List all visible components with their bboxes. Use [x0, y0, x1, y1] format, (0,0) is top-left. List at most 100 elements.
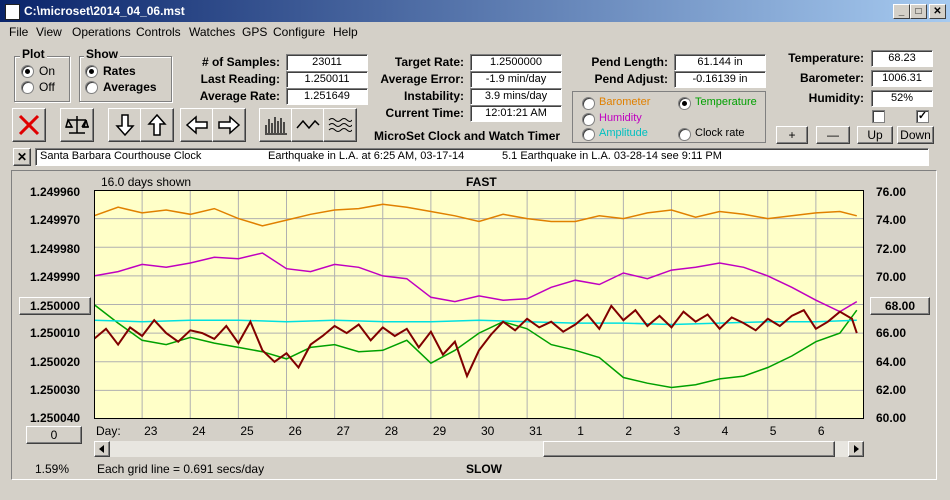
- left-button[interactable]: [180, 108, 214, 142]
- right-axis-center-button[interactable]: 68.00: [870, 297, 930, 315]
- multi-line-view-button[interactable]: [323, 108, 357, 142]
- horizontal-scrollbar[interactable]: [94, 441, 864, 457]
- overlay-temperature-radio[interactable]: [678, 97, 691, 110]
- y-left-tick: 1.250040: [30, 411, 81, 425]
- day-tick-label: 29: [432, 424, 447, 438]
- series-barometer-line: [94, 203, 857, 227]
- menu-file[interactable]: File: [9, 25, 29, 39]
- option-checkbox-2[interactable]: ✓: [916, 110, 929, 123]
- left-axis-center-button[interactable]: 1.250000: [19, 297, 91, 315]
- rate-chart: [94, 190, 864, 419]
- notes-clock-name: Santa Barbara Courthouse Clock: [40, 150, 202, 162]
- line-view-button[interactable]: [291, 108, 325, 142]
- temperature-label: Temperature:: [788, 51, 864, 65]
- overlay-clockrate-radio[interactable]: [678, 128, 691, 141]
- window-title: C:\microset\2014_04_06.mst: [24, 4, 185, 18]
- day-tick-label: 23: [144, 424, 158, 438]
- notes-field[interactable]: Santa Barbara Courthouse Clock Earthquak…: [35, 148, 929, 166]
- series-temperature-line: [94, 303, 858, 389]
- menu-gps[interactable]: GPS: [242, 25, 268, 39]
- pend-length-field: 61.144 in: [674, 54, 766, 71]
- overlay-amplitude-radio[interactable]: [582, 128, 595, 141]
- humidity-label: Humidity:: [808, 91, 864, 105]
- close-button[interactable]: ✕: [929, 4, 946, 19]
- overlay-humidity-radio[interactable]: [582, 113, 595, 126]
- day-tick-label: 2: [625, 424, 633, 438]
- average-rate-label: Average Rate:: [199, 89, 280, 103]
- plot-group: [14, 56, 70, 102]
- plot-on-radio[interactable]: [21, 65, 34, 78]
- day-tick-label: 31: [529, 424, 543, 438]
- bars-view-button[interactable]: [259, 108, 293, 142]
- y-right-tick: 62.00: [876, 383, 907, 397]
- y-right-tick: 74.00: [876, 213, 907, 227]
- plot-off-label: Off: [39, 80, 55, 94]
- chart-panel: [11, 170, 937, 480]
- y-left-tick: 1.249960: [30, 185, 81, 199]
- pend-adjust-field: -0.16139 in: [674, 71, 766, 88]
- scale-down-button[interactable]: Down: [897, 126, 934, 144]
- y-right-tick: 64.00: [876, 355, 907, 369]
- series-amplitude-line: [94, 319, 857, 326]
- y-right-tick: 66.00: [876, 326, 907, 340]
- samples-field: 23011: [286, 54, 368, 71]
- scroll-thumb[interactable]: [543, 441, 835, 457]
- y-right-tick: 76.00: [876, 185, 907, 199]
- right-button[interactable]: [212, 108, 246, 142]
- average-error-field: -1.9 min/day: [470, 71, 562, 88]
- series-lines: [94, 203, 858, 389]
- up-button[interactable]: [140, 108, 174, 142]
- arrow-up-icon: [147, 113, 167, 136]
- average-rate-field: 1.251649: [286, 88, 368, 105]
- stop-button[interactable]: [12, 108, 46, 142]
- menu-view[interactable]: View: [36, 25, 62, 39]
- last-reading-field: 1.250011: [286, 71, 368, 88]
- y-left-tick: 1.249980: [30, 242, 81, 256]
- x-offset-button[interactable]: 0: [26, 426, 82, 444]
- humidity-field: 52%: [871, 90, 933, 107]
- average-error-label: Average Error:: [380, 72, 464, 86]
- y-right-tick: 72.00: [876, 242, 907, 256]
- option-checkbox-1[interactable]: [872, 110, 885, 123]
- show-averages-radio[interactable]: [85, 81, 98, 94]
- app-icon: [5, 4, 20, 20]
- day-tick-label: 6: [817, 424, 825, 438]
- pend-adjust-label: Pend Adjust:: [594, 72, 668, 86]
- scale-up-button[interactable]: Up: [857, 126, 893, 144]
- menu-configure[interactable]: Configure: [273, 25, 326, 39]
- grid-note: Each grid line = 0.691 secs/day: [97, 462, 265, 476]
- menu-watches[interactable]: Watches: [189, 25, 236, 39]
- barometer-field: 1006.31: [871, 70, 933, 87]
- show-rates-radio[interactable]: [85, 65, 98, 78]
- instability-label: Instability:: [403, 89, 464, 103]
- zoom-in-button[interactable]: +: [776, 126, 808, 144]
- overlay-clockrate-label: Clock rate: [695, 127, 745, 139]
- scroll-right-arrow[interactable]: [848, 441, 864, 457]
- overlay-barometer-label: Barometer: [599, 96, 651, 108]
- day-tick-label: 5: [769, 424, 777, 438]
- show-rates-label: Rates: [103, 64, 136, 78]
- menu-controls[interactable]: Controls: [136, 25, 181, 39]
- percent-readout: 1.59%: [35, 462, 70, 476]
- arrow-down-icon: [115, 114, 135, 137]
- balance-button[interactable]: [60, 108, 94, 142]
- day-tick-label: 3: [673, 424, 681, 438]
- overlay-humidity-label: Humidity: [599, 112, 642, 124]
- scroll-left-arrow[interactable]: [94, 441, 110, 457]
- y-left-tick: 1.249970: [30, 213, 81, 227]
- overlay-barometer-radio[interactable]: [582, 97, 595, 110]
- day-tick-label: 30: [481, 424, 495, 438]
- notes-close-button[interactable]: ✕: [13, 148, 31, 166]
- y-right-tick: 60.00: [876, 411, 907, 425]
- menu-operations[interactable]: Operations: [72, 25, 131, 39]
- minimize-button[interactable]: _: [893, 4, 910, 19]
- target-rate-label: Target Rate:: [394, 55, 464, 69]
- maximize-button[interactable]: □: [910, 4, 927, 19]
- plot-off-radio[interactable]: [21, 81, 34, 94]
- temperature-field: 68.23: [871, 50, 933, 67]
- zoom-out-button[interactable]: —: [816, 126, 850, 144]
- plot-border: [94, 190, 864, 419]
- menu-help[interactable]: Help: [333, 25, 358, 39]
- triangle-left-icon: [99, 445, 104, 453]
- down-button[interactable]: [108, 108, 142, 142]
